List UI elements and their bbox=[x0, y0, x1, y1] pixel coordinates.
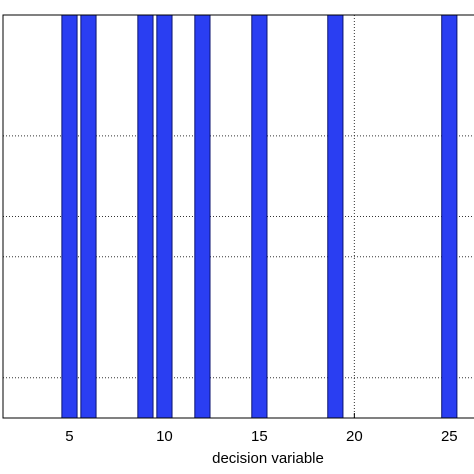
x-tick-label: 25 bbox=[441, 428, 458, 445]
axes-box bbox=[2, 14, 474, 419]
bar bbox=[80, 14, 97, 419]
bar bbox=[194, 14, 211, 419]
x-tick-label: 20 bbox=[346, 428, 363, 445]
x-axis-label: decision variable bbox=[212, 450, 324, 467]
bar bbox=[156, 14, 173, 419]
x-tick-label: 15 bbox=[251, 428, 268, 445]
bar bbox=[61, 14, 78, 419]
bar bbox=[251, 14, 268, 419]
bar bbox=[441, 14, 458, 419]
x-tick-label: 5 bbox=[65, 428, 73, 445]
bar bbox=[137, 14, 154, 419]
bar bbox=[327, 14, 344, 419]
x-tick-label: 10 bbox=[156, 428, 173, 445]
